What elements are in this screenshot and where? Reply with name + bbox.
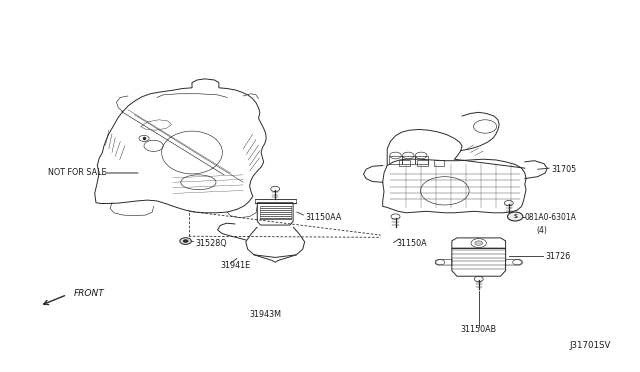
Text: 31150AB: 31150AB (461, 325, 497, 334)
Text: 081A0-6301A: 081A0-6301A (525, 213, 577, 222)
Text: J31701SV: J31701SV (570, 341, 611, 350)
Circle shape (475, 241, 483, 246)
Text: 31150AA: 31150AA (306, 213, 342, 222)
Text: 31705: 31705 (552, 165, 577, 174)
Text: (4): (4) (536, 226, 547, 235)
Text: 31726: 31726 (545, 252, 570, 261)
Text: S: S (513, 214, 517, 219)
Text: FRONT: FRONT (74, 289, 105, 298)
Circle shape (180, 238, 191, 244)
Circle shape (183, 240, 188, 243)
Text: NOT FOR SALE: NOT FOR SALE (48, 169, 106, 177)
Circle shape (508, 212, 523, 221)
Text: 31150A: 31150A (397, 239, 428, 248)
Text: 31528Q: 31528Q (195, 239, 227, 248)
Text: 31941E: 31941E (221, 262, 251, 270)
Text: 31943M: 31943M (250, 310, 282, 319)
